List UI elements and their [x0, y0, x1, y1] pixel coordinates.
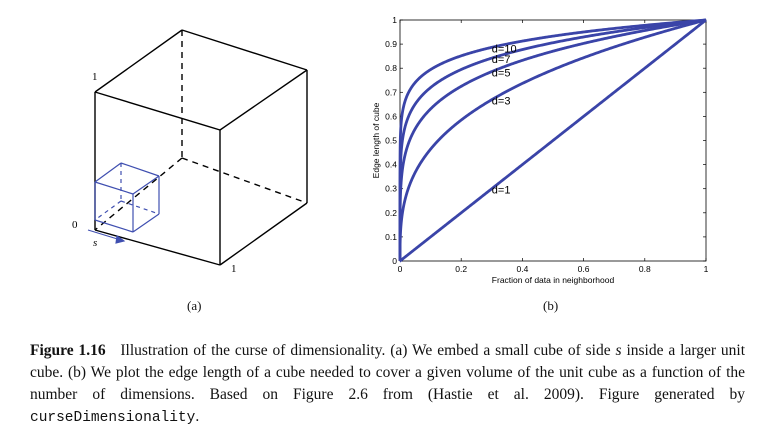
series-label-d1: d=1 — [492, 185, 511, 197]
small-cube-edge — [94, 162, 122, 183]
figure-number: Figure 1.16 — [30, 342, 106, 359]
caption-variable-s: s — [615, 342, 622, 359]
hidden-edges — [94, 30, 308, 231]
x-tick-label: 0.4 — [516, 264, 528, 274]
large-unit-cube — [94, 29, 308, 266]
x-axis-label: Fraction of data in neighborhood — [492, 275, 615, 285]
y-tick-label: 0.2 — [385, 208, 397, 218]
y-tick-label: 0.8 — [385, 63, 397, 73]
series-line-d1 — [398, 18, 707, 263]
cube-edge — [94, 229, 221, 266]
y-tick-label: 1 — [392, 15, 397, 25]
x-tick-label: 0.8 — [639, 264, 651, 274]
x-tick-label: 0.6 — [578, 264, 590, 274]
y-tick-label: 0.6 — [385, 111, 397, 121]
chart-axes: 0 0.2 0.4 0.6 0.8 1 0 0.1 0.2 0.3 0.4 0.5 0.6 0.7 0.8 0… — [371, 15, 709, 285]
corner-label-origin: 0 — [72, 219, 78, 231]
cube-edge — [219, 69, 308, 131]
cube-hidden-edge — [181, 157, 308, 204]
small-cube-edge — [94, 181, 134, 195]
series-line-d3 — [398, 18, 707, 261]
y-tick-label: 0.7 — [385, 87, 397, 97]
cube-edge — [219, 202, 308, 266]
corner-label-right: 1 — [231, 263, 237, 275]
side-length-arrow — [87, 229, 126, 244]
cube-hidden-edge — [94, 157, 183, 231]
chart-lines — [398, 18, 707, 263]
series-label-d10: d=10 — [492, 43, 517, 55]
small-cube-edge — [120, 162, 160, 177]
y-tick-label: 0.1 — [385, 232, 397, 242]
y-tick-label: 0 — [392, 256, 397, 266]
y-axis-label: Edge length of cube — [371, 102, 381, 178]
cube-edge — [94, 91, 221, 131]
corner-label-top: 1 — [92, 71, 98, 83]
small-cube — [94, 162, 160, 233]
y-tick-label: 0.9 — [385, 39, 397, 49]
chart-labels: d=1 d=3 d=5 d=7d=10 — [492, 43, 517, 196]
x-tick-label: 1 — [704, 264, 709, 274]
y-tick-label: 0.5 — [385, 136, 397, 146]
y-tick-label: 0.3 — [385, 184, 397, 194]
series-line-d5 — [398, 18, 707, 261]
small-cube-hidden-edge — [94, 200, 122, 221]
small-cube-hidden-edge — [120, 200, 160, 215]
cube-edge — [94, 29, 183, 93]
panel-a-label: (a) — [187, 298, 202, 313]
small-cube-edge — [132, 213, 160, 233]
caption-text-1: Illustration of the curse of dimensional… — [120, 342, 616, 359]
series-label-d5: d=5 — [492, 68, 511, 80]
panel-b-label: (b) — [543, 298, 559, 313]
small-cube-edge — [94, 219, 134, 233]
series-line-d7 — [398, 18, 707, 261]
caption-text-2: inside a larger unit cube. (b) We plot t… — [30, 342, 746, 403]
series-line-d10 — [398, 18, 707, 261]
x-tick-label: 0 — [398, 264, 403, 274]
caption-text-3: . — [195, 408, 200, 425]
small-cube-edge — [132, 175, 160, 195]
figure-caption: Figure 1.16 Illustration of the curse of… — [30, 340, 745, 429]
x-tick-label: 0.2 — [455, 264, 467, 274]
caption-code: curseDimensionality — [30, 410, 196, 426]
y-tick-label: 0.4 — [385, 160, 397, 170]
side-label-s: s — [93, 237, 97, 249]
series-label-d7: d=7 — [492, 54, 511, 66]
series-label-d3: d=3 — [492, 96, 511, 108]
cube-edge — [181, 29, 308, 71]
